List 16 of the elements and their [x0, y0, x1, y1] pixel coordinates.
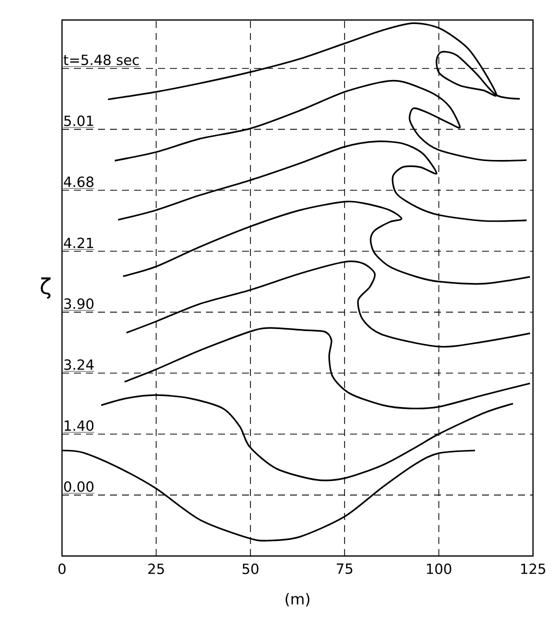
- text: 4.21: [64, 238, 94, 248]
- series-label: 0.00: [64, 481, 94, 492]
- text: 3.24: [64, 359, 94, 370]
- x-axis-title: (m): [286, 593, 310, 606]
- series-label: 1.40: [64, 420, 94, 431]
- text: t=5.48 sec: [64, 54, 139, 66]
- x-tick-label: 125: [521, 564, 546, 574]
- x-tick-label: 50: [242, 564, 258, 574]
- x-tick-label: 25: [148, 564, 164, 574]
- y-axis-title: ζ: [40, 277, 51, 299]
- x-tick-label: 0: [58, 564, 66, 574]
- text: 3.90: [64, 298, 94, 309]
- x-tick-label: 100: [426, 564, 452, 574]
- text: 4.68: [64, 176, 94, 188]
- text: 5.01: [64, 116, 94, 126]
- x-tick-label: 75: [336, 564, 352, 574]
